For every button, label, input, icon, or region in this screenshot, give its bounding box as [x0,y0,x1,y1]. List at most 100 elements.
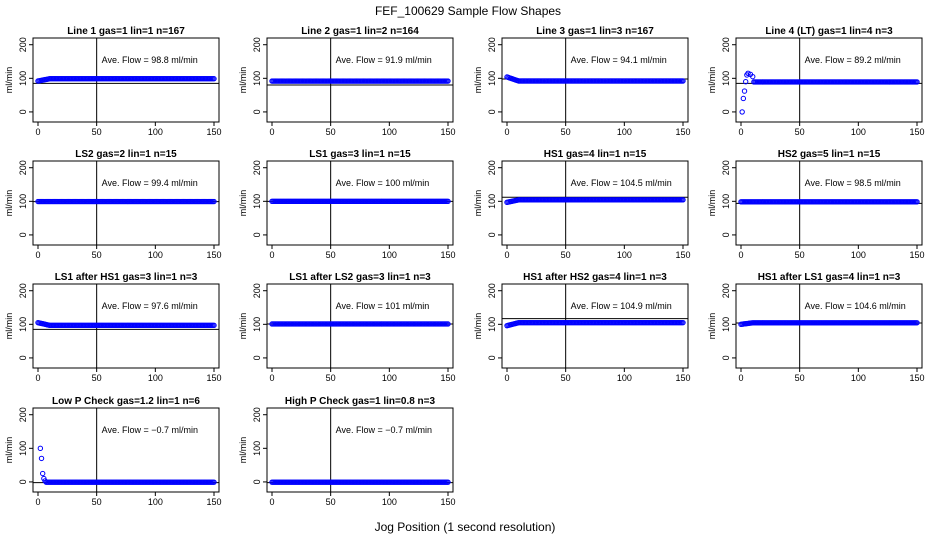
x-tick-label: 100 [148,127,163,137]
chart-panel: Low P Check gas=1.2 lin=1 n=6 0 50 100 150 0 1… [4,396,222,507]
y-axis-label: ml/min [4,437,14,464]
y-axis-label: ml/min [4,67,14,94]
data-point [741,88,748,94]
chart-panel: LS1 after HS1 gas=3 lin=1 n=3 0 50 100 150 0 1… [4,272,222,383]
chart-panel: HS1 after HS2 gas=4 lin=1 n=3 0 50 100 150 0 1… [473,272,691,383]
data-point [445,321,451,327]
x-tick-label: 50 [561,250,571,260]
y-tick-label: 100 [487,71,497,86]
x-tick-label: 0 [504,250,509,260]
plot-frame [266,37,454,123]
y-tick-label: 100 [721,194,731,209]
y-axis-label: ml/min [238,437,248,464]
plot-frame [32,283,220,369]
ave-flow-label: Ave. Flow = 89.2 ml/min [805,55,901,65]
y-tick-label: 100 [487,317,497,332]
y-axis-label: ml/min [238,190,248,217]
x-tick-label: 50 [326,497,336,507]
data-point [680,197,686,203]
panel-title: LS2 gas=2 lin=1 n=15 [75,149,177,160]
y-tick-label: 200 [252,283,262,298]
x-tick-label: 100 [148,373,163,383]
ave-flow-label: Ave. Flow = −0.7 ml/min [336,425,432,435]
data-point [38,455,45,462]
plot-frame [266,407,454,493]
panel-title: Line 3 gas=1 lin=3 n=167 [536,26,654,37]
y-tick-label: 200 [18,37,28,52]
y-axis-label: ml/min [238,67,248,94]
x-tick-label: 100 [617,127,632,137]
y-tick-label: 0 [18,479,28,484]
x-tick-label: 50 [795,127,805,137]
x-tick-label: 100 [382,250,397,260]
plot-frame [501,160,689,246]
x-tick-label: 150 [440,497,455,507]
chart-panel: LS2 gas=2 lin=1 n=15 0 50 100 150 0 100 200 ml/m… [4,149,222,260]
y-tick-label: 0 [252,479,262,484]
x-tick-label: 0 [35,250,40,260]
y-axis-label: ml/min [473,67,483,94]
data-point [914,320,920,326]
ave-flow-label: Ave. Flow = 104.6 ml/min [805,301,906,311]
x-tick-label: 0 [35,127,40,137]
y-tick-label: 0 [18,232,28,237]
data-point [211,198,217,205]
x-tick-label: 100 [382,127,397,137]
data-point [680,319,686,326]
y-tick-label: 0 [252,232,262,237]
data-point [445,479,451,485]
x-tick-label: 0 [504,373,509,383]
x-tick-label: 100 [617,373,632,383]
x-tick-label: 100 [382,373,397,383]
ave-flow-label: Ave. Flow = 100 ml/min [336,178,430,188]
x-tick-label: 50 [795,373,805,383]
y-tick-label: 100 [252,441,262,456]
data-point [914,199,920,205]
x-tick-label: 150 [440,127,455,137]
data-point [445,78,451,84]
y-tick-label: 200 [18,283,28,298]
y-tick-label: 100 [18,317,28,332]
x-tick-label: 0 [269,250,274,260]
x-tick-label: 50 [561,373,571,383]
y-axis-label: ml/min [4,313,14,340]
y-tick-label: 100 [252,317,262,332]
chart-panel: LS1 gas=3 lin=1 n=15 0 50 100 150 0 100 200 ml/m… [238,149,456,260]
plot-frame [32,160,220,246]
y-tick-label: 200 [252,160,262,175]
x-tick-label: 100 [382,497,397,507]
x-tick-label: 0 [35,373,40,383]
plot-frame [501,37,689,123]
y-tick-label: 100 [18,71,28,86]
y-tick-label: 200 [721,160,731,175]
y-tick-label: 200 [18,407,28,422]
x-tick-label: 0 [269,373,274,383]
y-tick-label: 200 [487,160,497,175]
panel-title: Line 1 gas=1 lin=1 n=167 [67,26,185,37]
plot-frame [501,283,689,369]
panel-title: HS2 gas=5 lin=1 n=15 [778,149,881,160]
panel-title: HS1 after LS1 gas=4 lin=1 n=3 [758,272,901,283]
x-tick-label: 50 [92,497,102,507]
chart-panel: Line 2 gas=1 lin=2 n=164 0 50 100 150 0 100 200… [238,26,456,137]
x-tick-label: 150 [909,127,924,137]
plot-frame [266,160,454,246]
x-tick-label: 150 [440,250,455,260]
y-tick-label: 100 [721,317,731,332]
y-tick-label: 0 [721,109,731,114]
y-tick-label: 0 [487,232,497,237]
x-tick-label: 0 [269,497,274,507]
y-tick-label: 200 [18,160,28,175]
x-tick-label: 50 [92,127,102,137]
x-axis-label: Jog Position (1 second resolution) [375,520,556,534]
y-tick-label: 100 [487,194,497,209]
x-tick-label: 0 [35,497,40,507]
data-point [37,445,44,452]
panel-title: LS1 after HS1 gas=3 lin=1 n=3 [55,272,198,283]
x-tick-label: 100 [851,127,866,137]
x-tick-label: 0 [738,373,743,383]
x-tick-label: 150 [206,497,221,507]
x-tick-label: 0 [269,127,274,137]
x-tick-label: 100 [148,250,163,260]
